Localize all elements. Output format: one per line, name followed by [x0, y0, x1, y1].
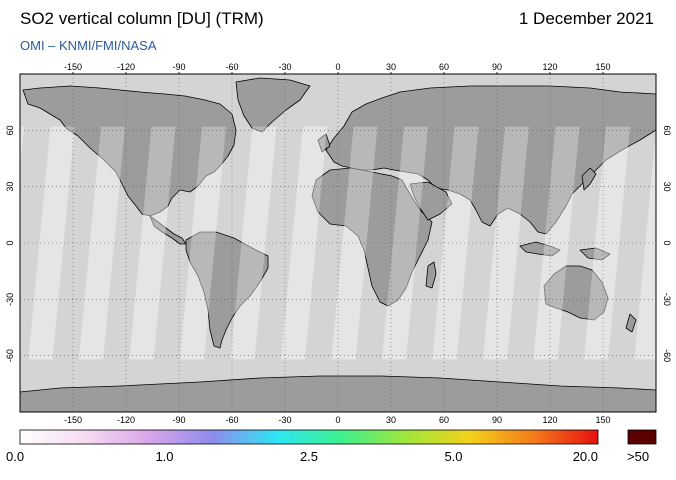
greenland-land [235, 77, 311, 133]
colorbar-tick-label: 1.0 [155, 449, 173, 464]
lon-tick-label-bottom: 120 [542, 415, 557, 425]
colorbar-tick-label: 5.0 [444, 449, 462, 464]
lon-tick-label-top: 150 [595, 62, 610, 72]
colorbar-tick-label: 0.0 [6, 449, 24, 464]
axis-ticks: -150 -150 -120 -120 -90 -90 -60 -60 -30 -30 0 0 30 30… [5, 62, 672, 425]
lon-tick-label-top: -150 [64, 62, 82, 72]
lon-tick-label-top: 0 [335, 62, 340, 72]
lon-tick-label-bottom: 0 [335, 415, 340, 425]
japan-land [581, 167, 597, 191]
colorbar-overflow-label: >50 [627, 449, 649, 464]
colorbar-tick-label: 20.0 [573, 449, 598, 464]
lat-tick-label-right: -60 [662, 349, 672, 362]
swath-band-land [28, 126, 75, 360]
lon-tick-label-top: 90 [492, 62, 502, 72]
swath-band-land [584, 126, 630, 360]
graticule [20, 74, 656, 412]
swath-band-land [180, 126, 226, 360]
swath-band-land [331, 126, 378, 360]
lat-tick-label-left: -30 [5, 293, 15, 306]
lon-tick-label-bottom: 150 [595, 415, 610, 425]
lat-tick-label-right: 0 [662, 240, 672, 245]
swath-band-land [230, 126, 277, 360]
swath-band-land [79, 126, 125, 360]
colorbar-labels: 0.0 1.0 2.5 5.0 20.0 [6, 449, 598, 464]
colorbar [19, 429, 599, 445]
lon-tick-label-bottom: 30 [386, 415, 396, 425]
lat-tick-label-left: 30 [5, 182, 15, 192]
lon-tick-label-top: -30 [278, 62, 291, 72]
lon-tick-label-bottom: 90 [492, 415, 502, 425]
map-title: SO2 vertical column [DU] (TRM) [20, 9, 264, 28]
lon-tick-label-top: -60 [225, 62, 238, 72]
madagascar-land [425, 261, 437, 289]
lon-tick-label-top: -90 [172, 62, 185, 72]
swath-band-land [634, 131, 656, 360]
lat-tick-label-right: -30 [662, 293, 672, 306]
lon-tick-label-top: 120 [542, 62, 557, 72]
new-zealand-land [625, 313, 637, 333]
lon-tick-label-bottom: -90 [172, 415, 185, 425]
lat-tick-label-left: 0 [5, 240, 15, 245]
credit-line: OMI – KNMI/FMI/NASA [20, 38, 157, 53]
lon-tick-label-top: 60 [439, 62, 449, 72]
lon-tick-label-bottom: -30 [278, 415, 291, 425]
swath-band-land [483, 126, 529, 360]
swath-band-land [382, 126, 428, 360]
swath-band-land [432, 126, 479, 360]
swath-band-land [20, 126, 24, 169]
lon-tick-label-top: 30 [386, 62, 396, 72]
lon-tick-label-bottom: -60 [225, 415, 238, 425]
map-date: 1 December 2021 [518, 9, 654, 28]
lon-tick-label-bottom: -120 [117, 415, 135, 425]
colorbar-overflow-swatch [627, 429, 657, 445]
lat-tick-label-left: 60 [5, 125, 15, 135]
lon-tick-label-bottom: -150 [64, 415, 82, 425]
lat-tick-label-right: 30 [662, 182, 672, 192]
colorbar-tick-label: 2.5 [300, 449, 318, 464]
north-america-land [22, 85, 237, 217]
lat-tick-label-left: -60 [5, 349, 15, 362]
lon-tick-label-top: -120 [117, 62, 135, 72]
lat-tick-label-right: 60 [662, 125, 672, 135]
lon-tick-label-bottom: 60 [439, 415, 449, 425]
